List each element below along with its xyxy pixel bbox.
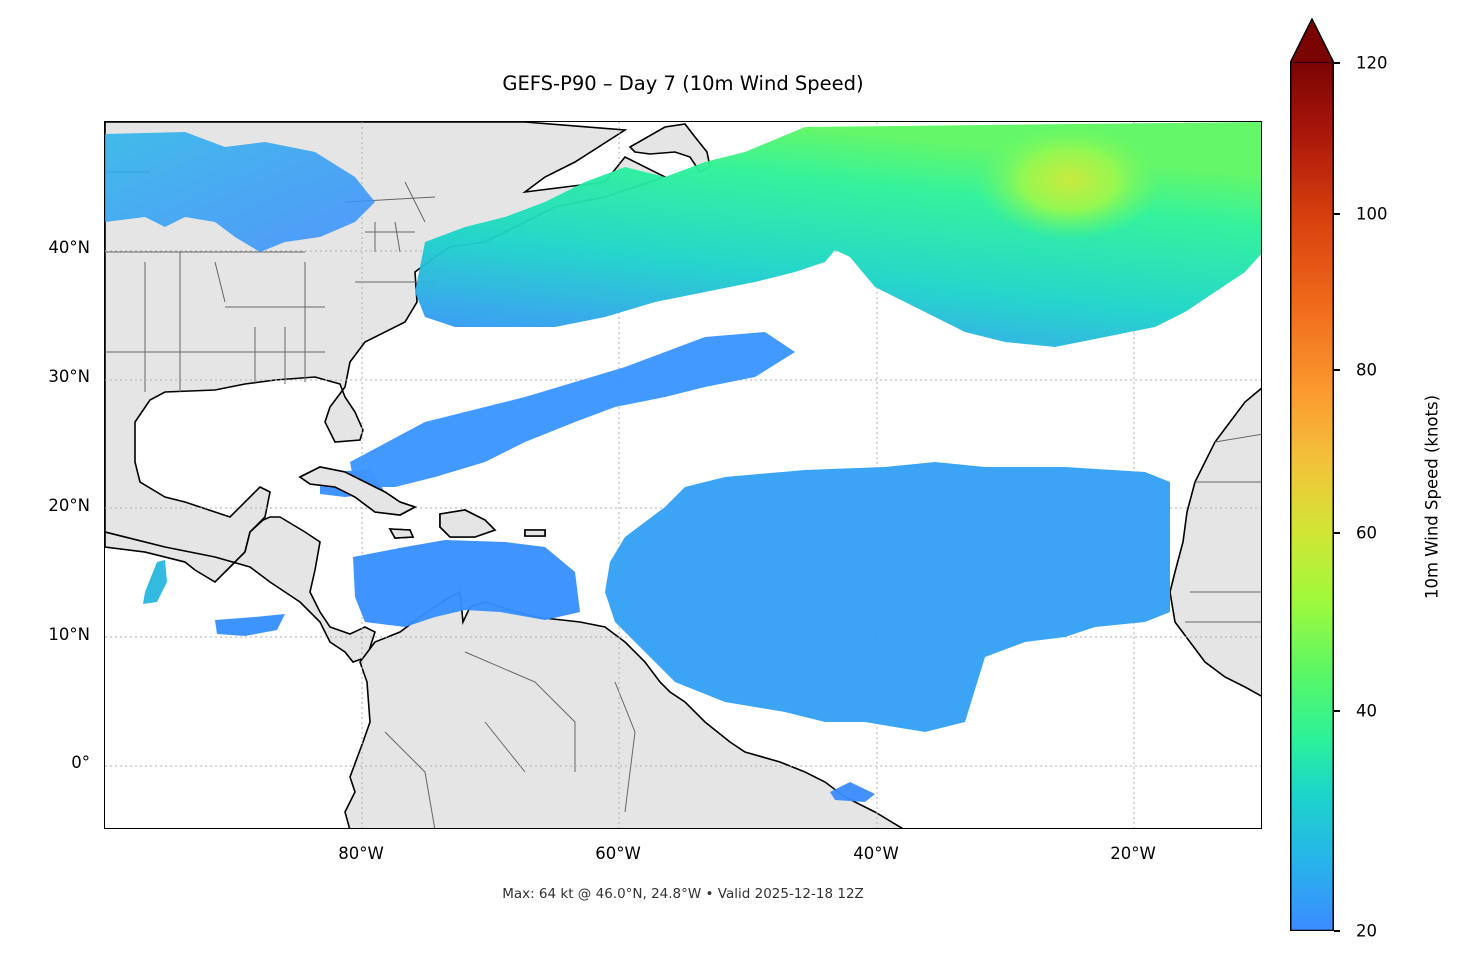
- map-canvas: [105, 122, 1261, 828]
- colorbar-tick-20: [1334, 930, 1340, 932]
- max-valid-caption: Max: 64 kt @ 46.0°N, 24.8°W • Valid 2025…: [502, 886, 864, 902]
- colorbar-label-80: 80: [1356, 360, 1377, 380]
- colorbar: [1290, 62, 1334, 931]
- wind-caribbean: [353, 540, 580, 627]
- wind-subtropical-band: [350, 332, 795, 487]
- colorbar-label-120: 120: [1356, 53, 1388, 73]
- lon-label-40w: 40°W: [853, 844, 899, 863]
- colorbar-tick-100: [1334, 213, 1340, 215]
- colorbar-label-60: 60: [1356, 523, 1377, 543]
- wind-amazon-spot: [830, 782, 875, 802]
- map-panel[interactable]: [104, 121, 1262, 829]
- lon-label-60w: 60°W: [595, 844, 641, 863]
- lat-label-0: 0°: [71, 753, 90, 772]
- land-central-america: [105, 516, 376, 663]
- lat-label-40n: 40°N: [48, 238, 90, 257]
- colorbar-extend-arrow: [1290, 18, 1334, 64]
- lon-label-80w: 80°W: [338, 844, 384, 863]
- lat-label-30n: 30°N: [48, 367, 90, 386]
- wind-great-lakes: [105, 132, 375, 252]
- colorbar-label-100: 100: [1356, 204, 1388, 224]
- wind-tehuantepec: [143, 560, 167, 604]
- lat-label-10n: 10°N: [48, 625, 90, 644]
- wind-field-layer: [105, 122, 1261, 802]
- colorbar-label-40: 40: [1356, 701, 1377, 721]
- wind-tropical-atlantic: [605, 462, 1170, 732]
- lat-label-20n: 20°N: [48, 496, 90, 515]
- land-west-africa: [1169, 387, 1261, 697]
- colorbar-tick-120: [1334, 62, 1340, 64]
- lon-label-20w: 20°W: [1110, 844, 1156, 863]
- colorbar-title: 10m Wind Speed (knots): [1422, 394, 1442, 600]
- chart-title: GEFS-P90 – Day 7 (10m Wind Speed): [502, 72, 864, 95]
- coastlines-top: [298, 466, 546, 539]
- wind-max-spot: [975, 122, 1165, 240]
- wind-papagayo: [215, 614, 285, 636]
- colorbar-tick-60: [1334, 532, 1340, 534]
- colorbar-label-20: 20: [1356, 921, 1377, 941]
- colorbar-tick-80: [1334, 369, 1340, 371]
- colorbar-tick-40: [1334, 710, 1340, 712]
